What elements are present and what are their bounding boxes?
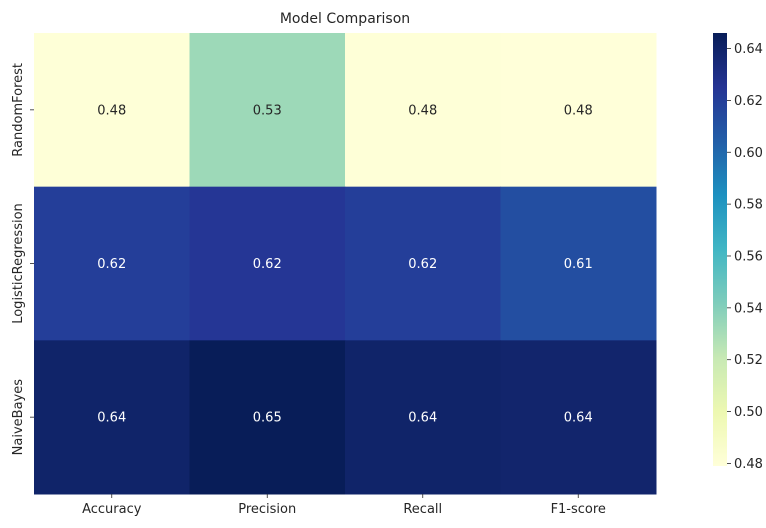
cell-annotation: 0.48 [408,103,437,118]
heatmap-cell [345,186,501,341]
colorbar-tick-label: 0.48 [734,457,763,472]
heatmap-cell [500,186,657,341]
colorbar-tick-label: 0.52 [734,353,763,368]
colorbar-tick-label: 0.60 [734,146,763,161]
heatmap-cell [34,186,190,341]
x-axis: Accuracy Precision Recall F1-score [82,494,606,517]
y-tick-label: LogisticRegression [11,203,26,324]
cell-annotation: 0.62 [408,257,437,272]
heatmap-annotations: 0.48 0.53 0.48 0.48 0.62 0.62 0.62 0.61 0.64 0.65… [97,103,592,425]
cell-annotation: 0.61 [564,257,593,272]
colorbar [713,33,727,466]
cell-annotation: 0.65 [253,411,282,426]
heatmap-cell [189,340,346,495]
cell-annotation: 0.53 [253,103,282,118]
y-tick-label: NaiveBayes [11,379,26,456]
x-tick-label: Precision [238,502,296,517]
heatmap-cell [500,340,657,495]
cell-annotation: 0.64 [97,411,126,426]
colorbar-tick-label: 0.58 [734,198,763,213]
heatmap-cell [500,33,657,188]
colorbar-tick-label: 0.64 [734,42,763,57]
heatmap-cell [189,186,346,341]
y-axis: RandomForest LogisticRegression NaiveBayes [11,63,34,455]
y-tick-label: RandomForest [11,63,26,157]
colorbar-ticks: 0.48 0.50 0.52 0.54 0.56 0.58 0.60 0.62 0.64 [727,42,763,472]
cell-annotation: 0.64 [408,411,437,426]
colorbar-tick-label: 0.54 [734,301,763,316]
cell-annotation: 0.64 [564,411,593,426]
colorbar-tick-label: 0.62 [734,94,763,109]
heatmap-cell [34,33,190,188]
colorbar-tick-label: 0.50 [734,405,763,420]
colorbar-tick-label: 0.56 [734,249,763,264]
heatmap-cells [34,33,657,495]
heatmap-cell [345,340,501,495]
heatmap-cell [345,33,501,188]
cell-annotation: 0.48 [564,103,593,118]
cell-annotation: 0.48 [97,103,126,118]
x-tick-label: F1-score [551,502,606,517]
x-tick-label: Recall [403,502,442,517]
cell-annotation: 0.62 [253,257,282,272]
x-tick-label: Accuracy [82,502,142,517]
cell-annotation: 0.62 [97,257,126,272]
heatmap-cell [34,340,190,495]
heatmap-cell [189,33,346,188]
chart-title: Model Comparison [280,11,410,27]
